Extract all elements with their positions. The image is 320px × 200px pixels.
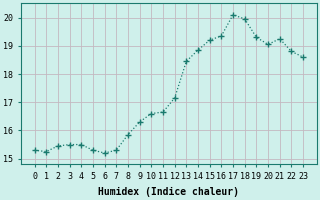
- X-axis label: Humidex (Indice chaleur): Humidex (Indice chaleur): [98, 186, 239, 197]
